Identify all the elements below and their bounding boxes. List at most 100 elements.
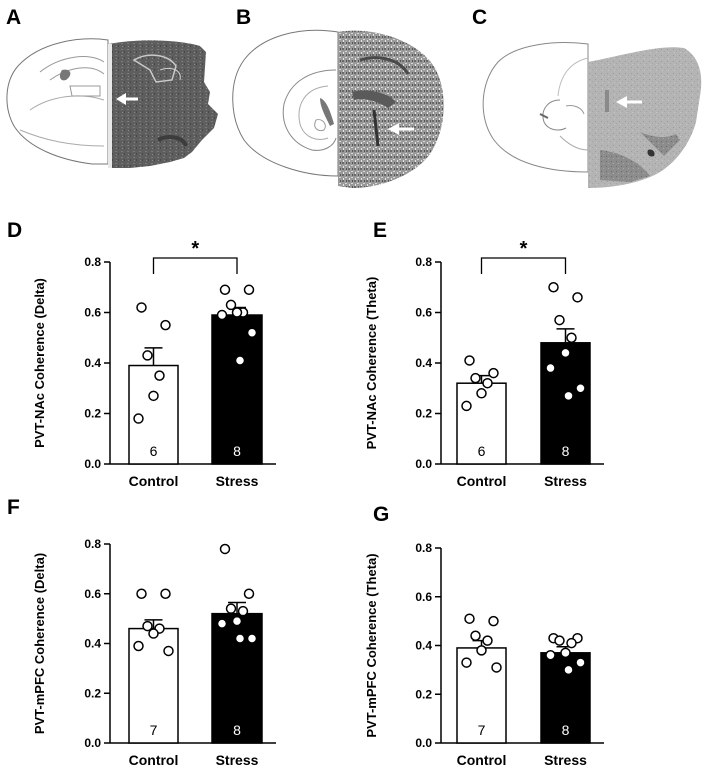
data-point xyxy=(566,332,577,343)
y-tick-label: 0.2 xyxy=(415,407,432,421)
significance-bracket xyxy=(480,257,567,274)
data-point xyxy=(160,588,171,599)
y-tick-label: 0.8 xyxy=(84,537,101,551)
data-point xyxy=(470,372,481,384)
data-point xyxy=(470,630,481,641)
y-tick-label: 0.2 xyxy=(84,407,101,421)
data-point xyxy=(160,319,171,331)
y-tick-label: 0.4 xyxy=(84,637,101,651)
data-point xyxy=(234,355,246,366)
data-point xyxy=(554,635,565,646)
data-point xyxy=(243,588,255,599)
data-point xyxy=(234,633,246,644)
y-tick-label: 0.4 xyxy=(84,356,101,370)
y-tick-label: 0.2 xyxy=(84,686,101,700)
data-point xyxy=(461,657,472,668)
n-label: 6 xyxy=(150,443,158,459)
y-tick-label: 0.0 xyxy=(84,457,101,471)
x-category-label: Stress xyxy=(216,473,259,489)
y-tick-label: 0.6 xyxy=(415,590,432,604)
data-point xyxy=(464,613,475,624)
x-category-label: Stress xyxy=(544,752,587,768)
data-point xyxy=(554,314,565,326)
y-axis-label: PVT-NAc Coherence (Delta) xyxy=(32,278,47,448)
significance-bracket xyxy=(152,257,238,274)
data-point xyxy=(575,657,586,668)
data-point xyxy=(464,355,475,366)
data-point xyxy=(219,284,231,296)
data-point xyxy=(461,400,472,412)
x-category-label: Stress xyxy=(544,473,587,489)
data-point xyxy=(133,640,144,652)
data-point xyxy=(231,615,243,627)
data-point xyxy=(142,620,153,632)
x-category-label: Control xyxy=(457,752,507,768)
data-point xyxy=(237,605,249,617)
y-tick-label: 0.6 xyxy=(415,306,432,320)
y-tick-label: 0.2 xyxy=(415,687,432,701)
brain-section-b xyxy=(232,29,444,189)
data-point xyxy=(488,615,499,627)
x-category-label: Stress xyxy=(216,752,259,768)
data-point xyxy=(136,302,147,313)
data-point xyxy=(572,292,583,303)
significance-star: * xyxy=(520,238,528,260)
n-label: 7 xyxy=(150,722,158,738)
brain-section-c xyxy=(482,42,702,189)
data-point xyxy=(488,367,499,379)
data-point xyxy=(560,647,571,659)
data-point xyxy=(231,307,243,318)
y-tick-label: 0.0 xyxy=(415,457,432,471)
data-point xyxy=(563,664,574,676)
y-tick-label: 0.4 xyxy=(415,639,432,653)
data-point xyxy=(216,309,228,321)
data-point xyxy=(545,650,556,661)
y-tick-label: 0.8 xyxy=(415,541,432,555)
n-label: 8 xyxy=(562,443,570,459)
panel-label-a: A xyxy=(6,6,21,29)
data-point xyxy=(575,383,586,394)
y-tick-label: 0.8 xyxy=(84,255,101,269)
y-axis-label: PVT-NAc Coherence (Theta) xyxy=(364,277,379,450)
y-tick-label: 0.4 xyxy=(415,356,432,370)
data-point xyxy=(148,628,159,639)
data-point xyxy=(482,377,493,389)
bar-control xyxy=(128,364,179,465)
data-point xyxy=(216,618,228,629)
data-point xyxy=(548,282,559,293)
data-point xyxy=(154,370,165,381)
y-tick-label: 0.0 xyxy=(415,736,432,750)
data-point xyxy=(136,588,147,599)
n-label: 8 xyxy=(233,722,241,738)
y-tick-label: 0.0 xyxy=(84,736,101,750)
chart-panel-g: G 0.0 0.2 0.4 0.6 0.8 PVT-mPFC Coherence (Thet… xyxy=(364,503,604,768)
chart-panel-e: E 0.0 0.2 0.4 0.6 0.8 PVT-NAc Coherence (Theta… xyxy=(364,219,604,489)
data-point xyxy=(163,645,174,657)
data-point xyxy=(246,327,258,338)
brain-section-a xyxy=(6,38,218,168)
x-category-label: Control xyxy=(457,473,507,489)
significance-star: * xyxy=(191,238,199,260)
data-point xyxy=(476,645,487,656)
data-point xyxy=(133,413,144,424)
y-axis-label: PVT-mPFC Coherence (Theta) xyxy=(364,553,379,737)
chart-panel-f: F 0.0 0.2 0.4 0.6 0.8 PVT-mPFC Coherence (Delt… xyxy=(7,496,276,768)
chart-panel-d: D 0.0 0.2 0.4 0.6 0.8 PVT-NAc Coherence (Delta… xyxy=(7,219,276,489)
n-label: 8 xyxy=(233,443,241,459)
x-category-label: Control xyxy=(129,752,179,768)
data-point xyxy=(142,350,153,361)
y-tick-label: 0.8 xyxy=(415,255,432,269)
x-category-label: Control xyxy=(129,473,179,489)
data-point xyxy=(560,347,571,359)
panel-label-f: F xyxy=(7,496,20,519)
data-point xyxy=(476,388,487,399)
data-point xyxy=(566,637,577,649)
data-point xyxy=(491,662,502,673)
data-point xyxy=(148,390,159,402)
data-point xyxy=(545,362,556,374)
n-label: 8 xyxy=(562,722,570,738)
panel-label-g: G xyxy=(373,503,389,526)
n-label: 7 xyxy=(478,722,486,738)
data-point xyxy=(225,603,237,614)
